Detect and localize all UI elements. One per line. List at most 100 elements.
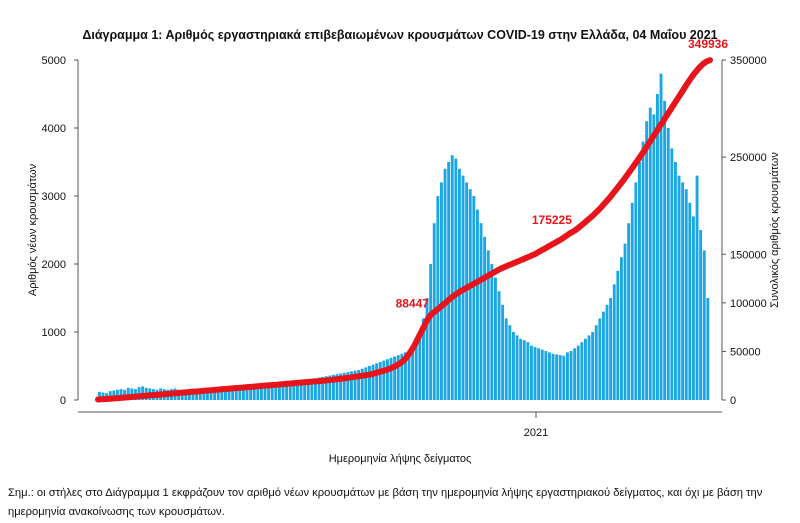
bar	[548, 352, 551, 400]
y2-tick-label: 0	[730, 395, 736, 407]
bar	[497, 291, 501, 400]
x-tick-label: 2021	[524, 427, 548, 439]
bar	[288, 381, 292, 400]
bar	[418, 332, 422, 400]
bar	[692, 216, 695, 400]
bar	[252, 385, 256, 400]
bar	[666, 128, 670, 400]
bar	[530, 345, 533, 400]
bar	[594, 325, 598, 400]
bar	[306, 379, 310, 400]
bar	[324, 376, 328, 400]
bar	[378, 361, 382, 400]
line-series-layer	[95, 57, 713, 403]
bar	[501, 304, 505, 400]
bar	[292, 381, 296, 400]
bar	[382, 360, 386, 400]
bar	[414, 338, 418, 400]
bar	[310, 378, 314, 400]
bar	[263, 384, 267, 400]
bar	[458, 168, 461, 400]
bar	[364, 367, 368, 400]
bar	[674, 162, 677, 400]
bar	[468, 189, 472, 400]
bar	[278, 383, 281, 400]
bar	[126, 387, 130, 400]
line-annotation: 88447	[396, 297, 430, 311]
bar	[576, 345, 580, 400]
y-tick-label: 0	[60, 395, 66, 407]
bar	[544, 351, 548, 400]
bar	[512, 332, 515, 400]
bar-series	[98, 73, 710, 401]
bar	[638, 162, 641, 400]
y2-tick-label: 100000	[730, 298, 767, 310]
bar	[389, 357, 393, 400]
bar	[476, 209, 479, 400]
x-axis-label: Ημερομηνία λήψης δείγματος	[329, 453, 472, 465]
bar	[580, 342, 584, 400]
y-tick-label: 5000	[42, 55, 66, 67]
bar	[332, 374, 335, 400]
bar	[533, 346, 537, 400]
bar	[648, 107, 652, 400]
bar	[227, 387, 231, 400]
bar	[267, 384, 271, 400]
bar	[591, 332, 595, 400]
bar	[616, 270, 620, 400]
bar	[274, 383, 278, 400]
bar	[526, 342, 530, 400]
bar	[537, 348, 541, 400]
bar	[339, 373, 343, 400]
bar	[198, 389, 202, 400]
y-tick-label: 2000	[42, 259, 66, 271]
y2-tick-label: 150000	[730, 249, 767, 261]
bar	[317, 377, 321, 400]
bar	[281, 382, 285, 400]
bar	[522, 340, 526, 400]
bar	[108, 391, 112, 400]
bar	[346, 372, 350, 400]
bar	[702, 250, 706, 400]
bar	[479, 223, 483, 400]
axes: 0100020003000400050000500001000001500002…	[27, 55, 781, 465]
bar	[231, 387, 235, 400]
bar	[699, 230, 703, 400]
bar	[443, 168, 447, 400]
bar	[519, 338, 523, 400]
bar	[630, 202, 634, 400]
bar	[454, 158, 458, 400]
bar	[328, 375, 332, 400]
bar	[321, 376, 325, 400]
bar	[224, 387, 227, 400]
bar	[609, 298, 613, 400]
cumulative-line	[95, 57, 713, 403]
bar	[490, 264, 494, 400]
bar	[652, 114, 656, 401]
bar	[562, 355, 566, 400]
annotations: 88447 175225 349936	[396, 37, 729, 311]
bar	[494, 277, 497, 400]
bar	[314, 378, 317, 400]
bar	[688, 202, 692, 400]
line-annotation: 349936	[688, 37, 728, 51]
bar	[450, 155, 454, 400]
bar	[681, 182, 685, 400]
bar	[209, 389, 213, 400]
bar	[216, 388, 220, 400]
bar	[220, 388, 224, 400]
bar	[407, 349, 411, 400]
bar	[260, 385, 263, 400]
bar	[483, 236, 487, 400]
bar	[540, 349, 544, 400]
bar	[116, 389, 119, 400]
bar	[641, 141, 645, 400]
bar	[425, 298, 429, 400]
bar	[447, 162, 451, 400]
bar	[429, 264, 433, 400]
bar	[515, 335, 519, 400]
bar	[396, 355, 400, 400]
y2-tick-label: 50000	[730, 346, 761, 358]
bar	[436, 196, 440, 400]
bar	[508, 325, 512, 400]
